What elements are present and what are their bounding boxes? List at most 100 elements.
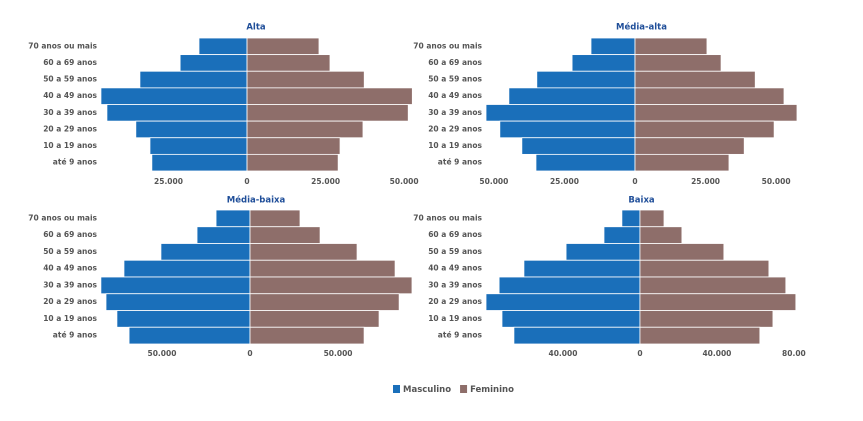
- bar: [621, 209, 641, 228]
- y-tick-label: até 9 anos: [438, 331, 483, 340]
- y-tick-label: 40 a 49 anos: [43, 264, 97, 273]
- x-tick-label: 25.000: [550, 177, 579, 186]
- bar: [565, 243, 641, 261]
- bar: [105, 293, 251, 311]
- bar: [249, 259, 396, 278]
- x-tick-label: 25.000: [691, 177, 720, 186]
- bar: [634, 137, 745, 155]
- bar: [249, 209, 301, 228]
- x-tick-label: 40.000: [702, 349, 731, 358]
- bar: [100, 87, 248, 105]
- y-tick-label: 30 a 39 anos: [428, 108, 482, 117]
- bar: [508, 87, 636, 105]
- bar: [246, 37, 320, 56]
- y-tick-label: até 9 anos: [53, 331, 98, 340]
- bar: [501, 310, 641, 328]
- bar: [590, 37, 636, 56]
- y-tick-label: 10 a 19 anos: [43, 141, 97, 150]
- bar: [634, 87, 785, 105]
- x-tick-label: 50.000: [390, 177, 419, 186]
- bar: [116, 310, 251, 328]
- bar: [215, 209, 251, 228]
- y-tick-label: 50 a 59 anos: [428, 247, 482, 256]
- bar: [149, 137, 248, 155]
- y-tick-label: 30 a 39 anos: [43, 108, 97, 117]
- bar: [246, 87, 413, 105]
- x-tick-label: 0: [632, 177, 637, 186]
- y-tick-label: 20 a 29 anos: [428, 124, 482, 133]
- y-tick-label: 20 a 29 anos: [43, 124, 97, 133]
- y-tick-label: 60 a 69 anos: [43, 230, 97, 239]
- y-tick-label: 10 a 19 anos: [428, 314, 482, 323]
- bar: [123, 259, 251, 278]
- bar: [128, 326, 251, 345]
- bar: [106, 104, 248, 122]
- y-tick-label: 40 a 49 anos: [428, 91, 482, 100]
- y-tick-label: 30 a 39 anos: [428, 280, 482, 289]
- x-tick-label: 0: [244, 177, 249, 186]
- chart-title: Média-baixa: [227, 195, 286, 206]
- bar: [634, 120, 775, 139]
- x-tick-label: 50.000: [324, 349, 353, 358]
- bar: [536, 70, 636, 89]
- bar: [639, 209, 665, 228]
- bar: [246, 137, 341, 155]
- y-tick-label: 20 a 29 anos: [43, 297, 97, 306]
- bar: [246, 120, 364, 139]
- x-tick-label: 50.000: [479, 177, 508, 186]
- bar: [135, 120, 248, 139]
- y-tick-label: 30 a 39 anos: [43, 280, 97, 289]
- bar: [634, 153, 730, 172]
- y-tick-label: 70 anos ou mais: [413, 41, 482, 50]
- y-tick-label: 50 a 59 anos: [428, 75, 482, 84]
- bar: [249, 310, 380, 328]
- legend-swatch: [393, 385, 400, 393]
- y-tick-label: 40 a 49 anos: [43, 91, 97, 100]
- y-tick-label: 60 a 69 anos: [43, 58, 97, 67]
- y-tick-label: 10 a 19 anos: [43, 314, 97, 323]
- legend-label: Masculino: [403, 385, 451, 395]
- bar: [639, 310, 774, 328]
- chart-title: Alta: [246, 23, 266, 33]
- bar: [639, 226, 683, 244]
- bar: [485, 293, 641, 311]
- bar: [246, 153, 339, 172]
- y-tick-label: 70 anos ou mais: [28, 41, 97, 50]
- bar: [249, 293, 400, 311]
- bar: [639, 259, 770, 278]
- chart-title: Baixa: [628, 196, 655, 206]
- bar: [603, 226, 641, 244]
- bar: [634, 70, 756, 89]
- y-tick-label: até 9 anos: [53, 158, 98, 167]
- bar: [196, 226, 251, 244]
- y-tick-label: 50 a 59 anos: [43, 247, 97, 256]
- bar: [571, 54, 636, 72]
- bar: [139, 70, 248, 89]
- bar: [246, 54, 331, 72]
- x-tick-label: 50.000: [762, 177, 791, 186]
- y-tick-label: 70 anos ou mais: [413, 213, 482, 222]
- x-tick-label: 0: [247, 349, 252, 358]
- bar: [249, 226, 321, 244]
- bar: [639, 276, 787, 295]
- bar: [198, 37, 248, 56]
- bar: [499, 120, 636, 139]
- y-tick-label: 60 a 69 anos: [428, 230, 482, 239]
- x-tick-label: 50.000: [148, 349, 177, 358]
- y-tick-label: 10 a 19 anos: [428, 141, 482, 150]
- x-tick-label: 25.000: [154, 177, 183, 186]
- bar: [535, 153, 636, 172]
- y-tick-label: até 9 anos: [438, 158, 483, 167]
- y-tick-label: 20 a 29 anos: [428, 297, 482, 306]
- bar: [513, 326, 641, 345]
- bar: [485, 104, 636, 122]
- bar: [151, 153, 248, 172]
- bar: [498, 276, 641, 295]
- bar: [639, 293, 797, 311]
- legend-label: Feminino: [470, 385, 514, 395]
- bar: [639, 243, 725, 261]
- bar: [249, 326, 365, 345]
- x-tick-label: 25.000: [311, 177, 340, 186]
- bar: [249, 276, 413, 295]
